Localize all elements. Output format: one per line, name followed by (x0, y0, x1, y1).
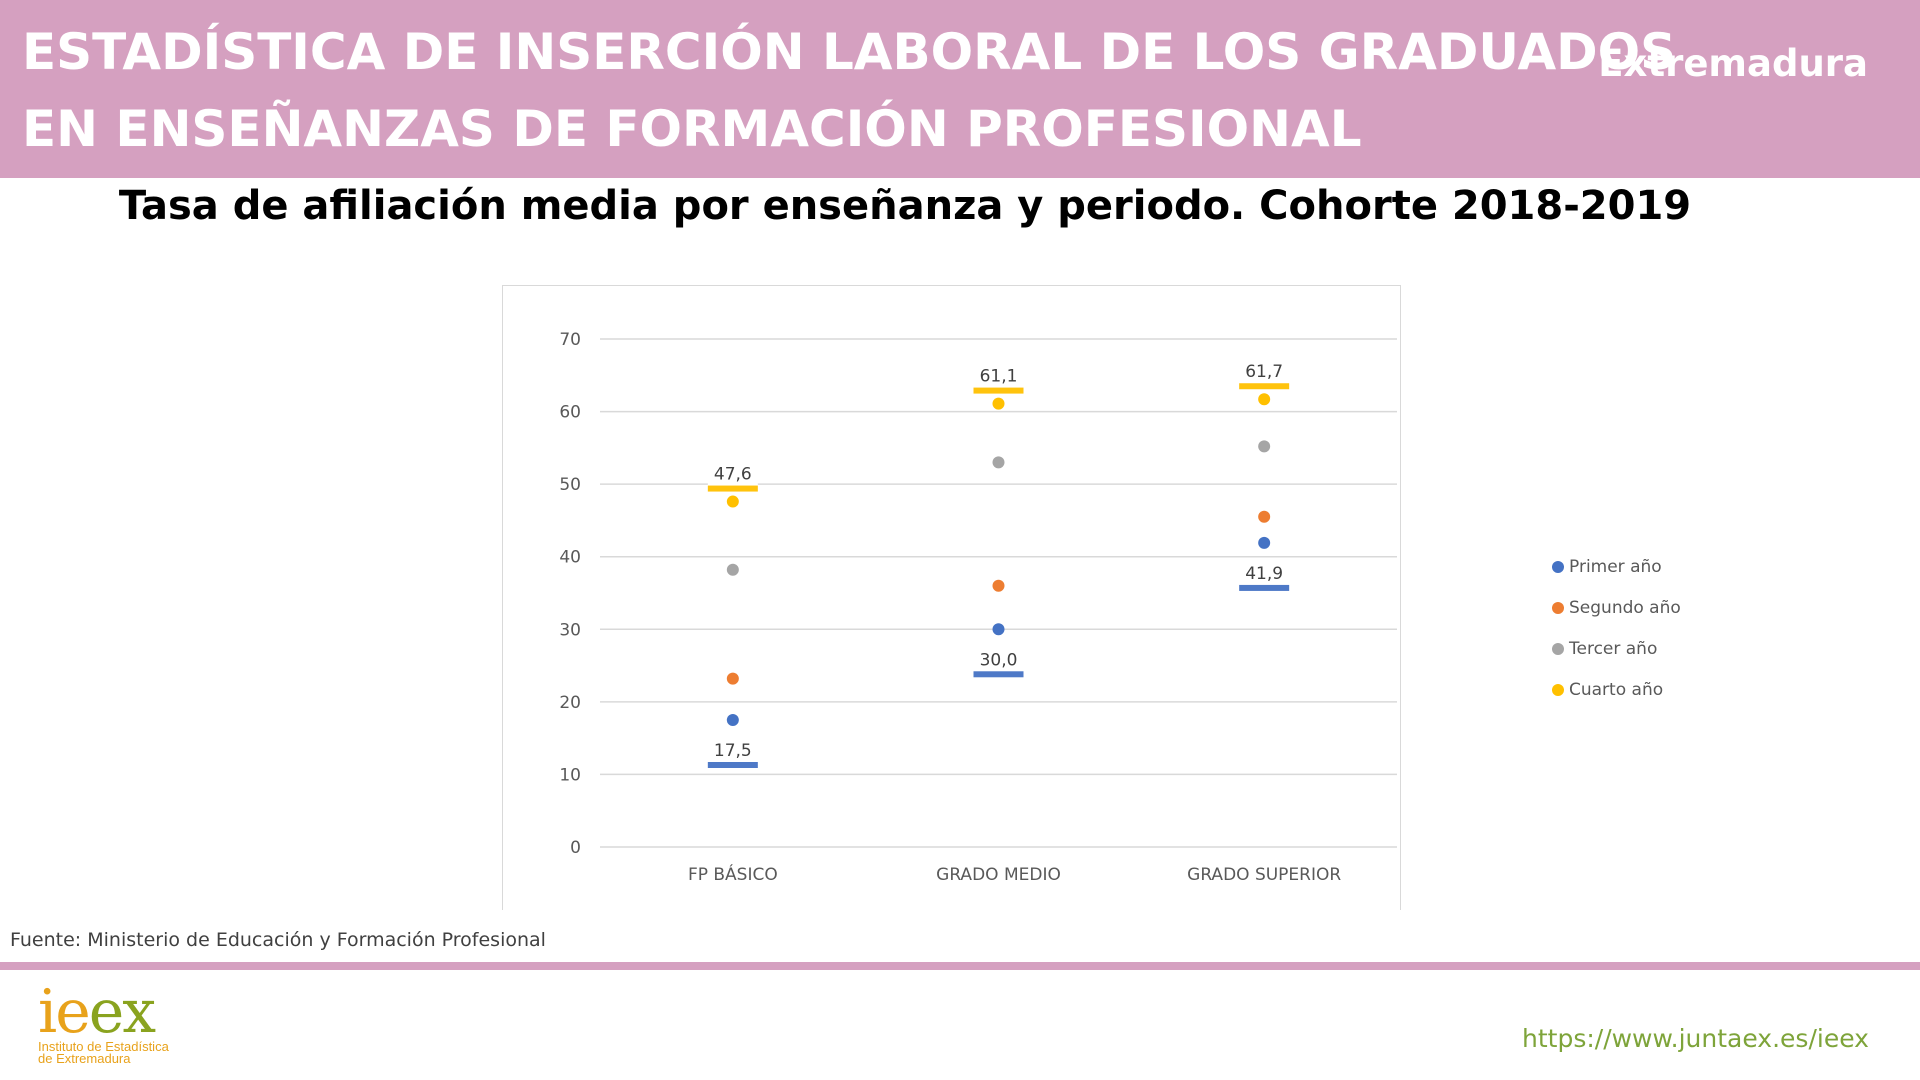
data-label: 17,5 (714, 741, 752, 761)
logo-letter-e: e (88, 977, 124, 1047)
logo-wordmark: ieex (38, 982, 218, 1042)
legend-marker (1552, 560, 1564, 573)
data-label-box (707, 736, 758, 764)
ieex-logo: ieex Instituto de Estadística de Extrema… (38, 982, 218, 1077)
data-point (1258, 510, 1271, 523)
legend-label: Primer año (1569, 556, 1662, 577)
data-label: 41,9 (1245, 564, 1283, 584)
data-point (992, 623, 1005, 636)
y-tick-label: 0 (570, 838, 581, 858)
data-label-box (1239, 357, 1290, 386)
y-tick-label: 60 (559, 403, 581, 423)
logo-subtitle-1: Instituto de Estadística (38, 1039, 169, 1054)
legend-label: Tercer año (1569, 638, 1658, 659)
region-label: Extremadura (1598, 42, 1868, 85)
legend-label: Cuarto año (1569, 679, 1664, 700)
x-tick-label: GRADO SUPERIOR (1187, 865, 1341, 885)
data-point (992, 397, 1005, 410)
data-label: 61,1 (980, 367, 1018, 387)
data-point (726, 563, 739, 576)
y-tick-label: 30 (559, 620, 581, 640)
data-point (992, 456, 1005, 469)
data-label-underline (707, 485, 758, 492)
x-tick-label: GRADO MEDIO (936, 865, 1061, 885)
data-point (726, 495, 739, 508)
footer-divider (0, 962, 1920, 970)
logo-letter-i: i (38, 977, 57, 1047)
y-tick-label: 10 (559, 765, 581, 785)
page-title: ESTADÍSTICA DE INSERCIÓN LABORAL DE LOS … (22, 14, 1677, 168)
legend-label: Segundo año (1569, 597, 1681, 618)
data-point (726, 672, 739, 685)
data-label-underline (707, 762, 758, 768)
logo-letter-e: e (55, 977, 90, 1047)
logo-subtitle-2: de Extremadura (38, 1051, 131, 1066)
data-point (1258, 440, 1271, 453)
data-label-underline (973, 387, 1024, 394)
legend-item: Primer año (1552, 546, 1681, 587)
header-banner: ESTADÍSTICA DE INSERCIÓN LABORAL DE LOS … (0, 0, 1920, 178)
data-label-underline (1239, 584, 1290, 591)
y-tick-label: 50 (559, 475, 581, 495)
y-tick-label: 40 (559, 548, 581, 568)
legend-item: Cuarto año (1552, 669, 1681, 710)
page-title-line-2: EN ENSEÑANZAS DE FORMACIÓN PROFESIONAL (22, 100, 1362, 158)
data-label-box (707, 459, 758, 488)
data-label-box (1239, 558, 1290, 587)
data-label-box (973, 645, 1024, 674)
data-label-underline (1239, 383, 1290, 390)
data-label-underline (973, 671, 1024, 678)
data-point (1258, 393, 1271, 406)
y-tick-label: 70 (559, 330, 581, 350)
x-tick-label: FP BÁSICO (688, 863, 778, 885)
data-label-box (973, 361, 1024, 390)
source-note: Fuente: Ministerio de Educación y Formac… (10, 929, 546, 951)
data-point (1258, 536, 1271, 549)
legend-marker (1552, 601, 1564, 614)
chart-title: Tasa de afiliación media por enseñanza y… (118, 183, 1692, 229)
data-point (726, 714, 739, 726)
data-label: 30,0 (980, 650, 1018, 670)
data-label: 47,6 (714, 465, 752, 485)
page-title-line-1: ESTADÍSTICA DE INSERCIÓN LABORAL DE LOS … (22, 23, 1677, 81)
chart-legend: Primer año Segundo año Tercer año Cuarto añ… (1552, 546, 1681, 710)
data-label: 61,7 (1245, 362, 1283, 382)
website-link[interactable]: https://www.juntaex.es/ieex (1522, 1024, 1869, 1053)
legend-item: Tercer año (1552, 628, 1681, 669)
chart-frame (502, 285, 1401, 910)
legend-marker (1552, 642, 1564, 655)
y-tick-label: 20 (559, 693, 581, 713)
legend-item: Segundo año (1552, 587, 1681, 628)
data-point (992, 579, 1005, 592)
legend-marker (1552, 683, 1564, 696)
logo-letter-x: x (122, 977, 156, 1047)
